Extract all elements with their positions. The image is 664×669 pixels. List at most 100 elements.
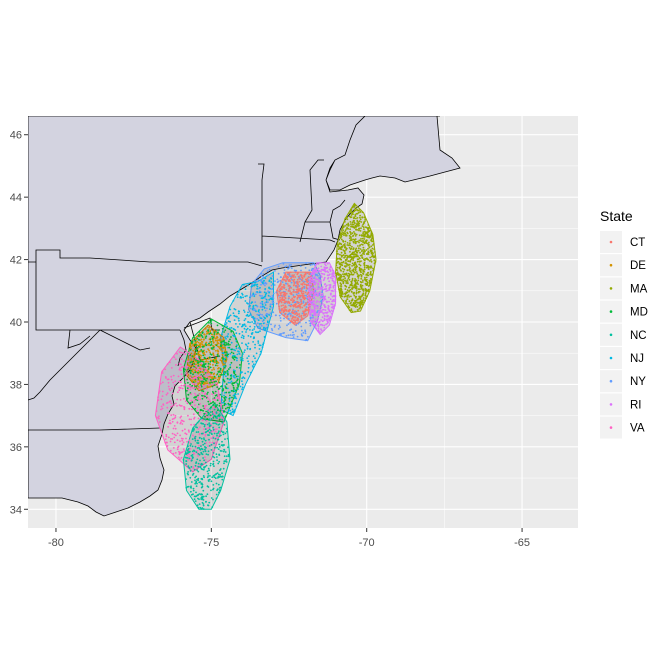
point-md [186,387,189,390]
point-md [196,337,199,340]
point-de [222,338,225,341]
point-ct [304,271,307,274]
point-va [207,445,209,447]
hull-nj [220,271,274,417]
point-nj [254,320,256,323]
point-nc [221,414,224,417]
point-md [234,373,237,376]
point-ma [350,273,353,276]
point-ma [360,286,363,289]
point-nj [247,321,250,323]
point-ma [342,270,345,273]
point-ct [303,314,305,317]
point-nj [258,348,261,350]
point-ma [368,251,370,254]
point-va [161,395,164,397]
point-ri [314,326,317,328]
point-ma [352,259,355,261]
point-ct [290,299,293,302]
point-ct [298,313,301,315]
point-nc [193,468,196,471]
point-ma [356,225,358,227]
point-ri [320,281,322,283]
point-nj [268,314,271,316]
point-md [204,366,207,369]
point-ma [362,223,364,226]
point-ma [370,267,372,269]
point-ma [365,257,368,260]
point-ma [345,234,348,237]
point-nc [218,473,220,476]
point-de [212,376,214,378]
point-va [187,459,190,461]
point-ct [278,301,280,304]
point-ct [291,297,294,300]
point-ma [359,230,362,232]
point-md [197,334,200,336]
point-nc [221,440,223,443]
point-ri [313,279,316,282]
point-ny [293,269,296,272]
point-ri [310,302,312,305]
point-md [218,381,221,384]
point-ma [356,255,359,257]
point-ma [351,265,353,267]
point-ny [282,262,285,265]
point-ri [316,288,319,291]
point-nc [209,462,212,465]
point-va [181,366,184,369]
point-va [178,389,181,392]
point-ct [280,309,283,312]
point-ri [332,274,335,277]
point-ny [294,330,297,332]
point-ma [354,286,357,289]
point-va [214,430,217,433]
point-ma [355,212,358,215]
point-nc [193,449,195,452]
point-ny [305,262,307,264]
point-ri [321,320,324,322]
point-ri [309,280,311,283]
point-md [224,386,227,388]
point-va [179,434,182,437]
point-nc [216,456,218,458]
point-ct [301,284,304,286]
point-md [224,365,227,367]
point-ri [307,296,310,298]
point-ma [340,274,342,277]
point-va [189,447,191,450]
point-ct [296,286,299,289]
point-nj [262,342,265,345]
point-nc [210,417,213,420]
point-ma [350,209,352,212]
point-va [157,399,160,401]
point-ma [363,221,365,224]
point-nj [221,399,223,401]
point-ct [293,283,296,285]
point-ma [354,266,357,269]
point-ma [367,253,370,256]
point-ny [257,287,260,290]
point-va [191,408,193,411]
point-nj [243,351,246,354]
point-ri [320,268,323,271]
point-ma [343,268,346,271]
point-va [193,423,196,426]
point-ma [348,300,351,303]
point-ma [348,286,350,289]
point-nc [182,459,185,461]
point-ma [364,292,367,295]
point-ri [319,308,321,311]
point-nj [248,314,251,317]
point-nc [209,464,212,467]
point-ma [345,302,347,305]
point-nj [247,370,250,373]
point-nc [212,422,215,425]
point-nc [201,507,204,509]
point-nj [257,319,260,322]
point-ma [369,236,372,238]
point-ri [315,301,318,304]
point-ct [296,313,299,316]
point-ma [361,225,364,228]
point-nc [204,448,206,451]
